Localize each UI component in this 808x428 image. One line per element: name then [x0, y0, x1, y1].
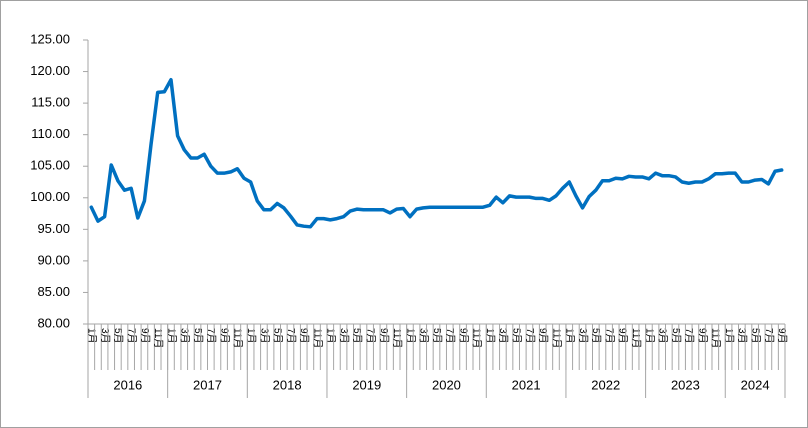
- x-tick-label: 5月: [272, 328, 284, 344]
- x-tick-label: 1月: [484, 328, 496, 344]
- y-tick-label: 95.00: [37, 221, 70, 236]
- x-tick-label: 9月: [457, 328, 469, 344]
- x-tick-label: 9月: [776, 328, 788, 344]
- x-tick-label: 9月: [696, 328, 708, 344]
- x-tick-label: 5月: [431, 328, 443, 344]
- x-tick-label: 11月: [471, 328, 483, 348]
- x-tick-label: 7月: [444, 328, 456, 344]
- y-tick-label: 80.00: [37, 315, 70, 330]
- group-label: 2024: [741, 377, 770, 392]
- x-tick-label: 3月: [338, 328, 350, 344]
- x-tick-label: 5月: [670, 328, 682, 344]
- x-tick-label: 11月: [630, 328, 642, 348]
- x-tick-label: 1月: [245, 328, 257, 344]
- x-tick-label: 9月: [298, 328, 310, 344]
- x-tick-label: 5月: [112, 328, 124, 344]
- x-tick-label: 3月: [258, 328, 270, 344]
- x-tick-label: 1月: [404, 328, 416, 344]
- x-tick-label: 7月: [126, 328, 138, 344]
- y-tick-label: 115.00: [31, 95, 70, 110]
- group-label: 2017: [193, 377, 222, 392]
- group-label: 2019: [352, 377, 381, 392]
- x-tick-label: 1月: [325, 328, 337, 344]
- x-tick-label: 5月: [590, 328, 602, 344]
- x-tick-label: 5月: [749, 328, 761, 344]
- x-tick-label: 3月: [736, 328, 748, 344]
- x-tick-label: 1月: [165, 328, 177, 344]
- group-label: 2022: [591, 377, 620, 392]
- x-tick-label: 7月: [524, 328, 536, 344]
- x-tick-label: 7月: [205, 328, 217, 344]
- x-tick-label: 7月: [285, 328, 297, 344]
- x-tick-label: 9月: [378, 328, 390, 344]
- x-tick-label: 3月: [577, 328, 589, 344]
- y-tick-label: 100.00: [30, 189, 70, 204]
- y-tick-label: 120.00: [30, 63, 70, 78]
- x-tick-label: 3月: [657, 328, 669, 344]
- y-tick-label: 105.00: [30, 158, 70, 173]
- x-tick-label: 7月: [603, 328, 615, 344]
- x-tick-label: 9月: [139, 328, 151, 344]
- x-tick-label: 11月: [232, 328, 244, 348]
- y-tick-label: 90.00: [37, 252, 70, 267]
- x-tick-label: 11月: [311, 328, 323, 348]
- x-tick-label: 1月: [723, 328, 735, 344]
- x-tick-label: 1月: [643, 328, 655, 344]
- group-label: 2016: [113, 377, 142, 392]
- x-tick-label: 3月: [99, 328, 111, 344]
- x-tick-label: 1月: [564, 328, 576, 344]
- x-tick-label: 11月: [710, 328, 722, 348]
- group-label: 2018: [273, 377, 302, 392]
- x-tick-label: 7月: [364, 328, 376, 344]
- y-tick-label: 125.00: [30, 31, 70, 46]
- group-label: 2021: [512, 377, 541, 392]
- x-tick-label: 5月: [351, 328, 363, 344]
- x-tick-label: 1月: [86, 328, 98, 344]
- y-tick-label: 85.00: [37, 284, 70, 299]
- y-tick-label: 110.00: [31, 126, 70, 141]
- x-tick-label: 11月: [391, 328, 403, 348]
- group-label: 2023: [671, 377, 700, 392]
- x-tick-label: 11月: [152, 328, 164, 348]
- x-tick-label: 7月: [763, 328, 775, 344]
- x-tick-label: 5月: [192, 328, 204, 344]
- data-line: [89, 78, 784, 229]
- x-tick-label: 3月: [497, 328, 509, 344]
- x-tick-label: 5月: [511, 328, 523, 344]
- x-tick-label: 9月: [617, 328, 629, 344]
- group-label: 2020: [432, 377, 461, 392]
- x-tick-label: 11月: [550, 328, 562, 348]
- x-tick-label: 9月: [218, 328, 230, 344]
- x-tick-label: 9月: [537, 328, 549, 344]
- x-tick-label: 3月: [179, 328, 191, 344]
- x-tick-label: 7月: [683, 328, 695, 344]
- x-tick-label: 3月: [418, 328, 430, 344]
